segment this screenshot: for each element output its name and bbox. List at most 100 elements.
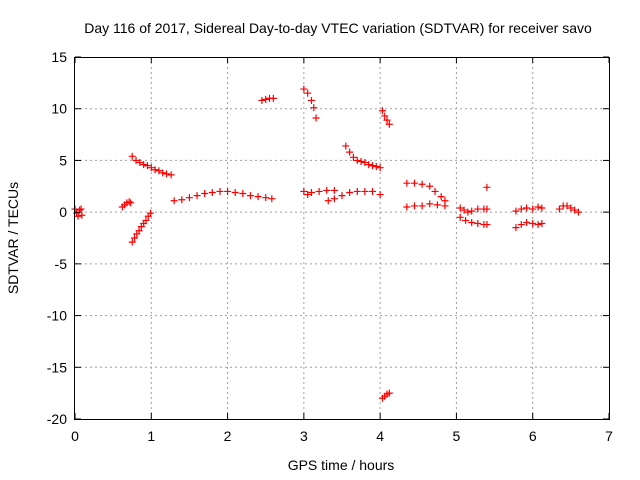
data-point: [167, 171, 175, 179]
data-point: [304, 191, 312, 199]
data-point: [346, 188, 354, 196]
data-point: [231, 188, 239, 196]
series-arc-13: [403, 179, 449, 205]
data-point: [262, 194, 270, 202]
data-point: [323, 186, 331, 194]
data-point: [304, 89, 312, 97]
data-point: [353, 187, 361, 195]
data-point: [483, 221, 491, 229]
series-arc-12: [378, 389, 393, 402]
x-tick-label: 1: [147, 428, 155, 444]
data-point: [571, 206, 579, 214]
data-point: [376, 164, 384, 172]
data-point: [239, 190, 247, 198]
data-point: [372, 163, 380, 171]
data-point: [132, 156, 140, 164]
data-point: [268, 195, 276, 203]
data-point: [426, 182, 434, 190]
data-point: [441, 202, 449, 210]
data-point: [529, 205, 537, 213]
data-point: [346, 148, 354, 156]
data-point: [208, 188, 216, 196]
series-arc-11: [378, 107, 393, 128]
data-point: [170, 197, 178, 205]
data-point: [410, 179, 418, 187]
data-point: [512, 224, 520, 232]
data-point: [254, 193, 262, 201]
data-point: [342, 142, 350, 150]
data-point: [468, 207, 476, 215]
data-point: [159, 169, 167, 177]
data-point: [142, 216, 150, 224]
y-tick-label: 10: [51, 101, 67, 117]
x-tick-label: 7: [605, 428, 613, 444]
y-tick-label: -15: [47, 359, 67, 375]
data-point: [418, 180, 426, 188]
series-arc-07: [300, 85, 320, 122]
data-point: [147, 164, 155, 172]
data-point: [135, 227, 143, 235]
data-point: [538, 220, 546, 228]
series-arc-16: [456, 213, 491, 229]
data-point: [523, 218, 531, 226]
x-tick-label: 5: [453, 428, 461, 444]
data-point: [523, 204, 531, 212]
data-point: [216, 187, 224, 195]
series-arc-06: [258, 94, 277, 104]
data-point: [512, 207, 520, 215]
data-point: [77, 205, 85, 213]
series-arc-15: [456, 204, 491, 216]
data-point: [262, 95, 270, 103]
data-point: [517, 205, 525, 213]
axis-ticks: -20 -15 -10 -5 0 5 10 15 0 1 2 3 4 5 6 7: [47, 49, 613, 444]
data-point: [574, 208, 582, 216]
series-arc-02: [118, 198, 135, 211]
data-point: [312, 114, 320, 122]
data-point: [300, 187, 308, 195]
data-point: [147, 209, 155, 217]
y-tick-label: 0: [59, 204, 67, 220]
data-point: [324, 197, 332, 205]
data-point: [369, 187, 377, 195]
data-point: [349, 153, 357, 161]
data-point: [483, 183, 491, 191]
x-tick-label: 6: [529, 428, 537, 444]
data-point: [178, 196, 186, 204]
y-tick-label: -20: [47, 411, 67, 427]
data-point: [357, 157, 365, 165]
series-arc-04: [128, 152, 175, 179]
series-arc-08: [300, 186, 338, 199]
series-arc-17: [483, 183, 491, 191]
data-point: [136, 158, 144, 166]
data-point: [437, 193, 445, 201]
grid: [75, 57, 609, 419]
data-point: [563, 202, 571, 210]
data-point: [361, 158, 369, 166]
data-point: [128, 238, 136, 246]
series-arc-01: [71, 205, 86, 220]
data-point: [224, 187, 232, 195]
data-point: [140, 161, 148, 169]
series-arc-05: [170, 187, 276, 205]
series-arc-19: [512, 218, 546, 232]
data-point: [361, 187, 369, 195]
data-point: [315, 187, 323, 195]
data-point: [155, 167, 163, 175]
data-point: [474, 205, 482, 213]
data-point: [462, 216, 470, 224]
data-point: [131, 234, 139, 242]
data-point: [330, 186, 338, 194]
data-point: [246, 192, 254, 200]
y-tick-label: -5: [55, 256, 68, 272]
data-point: [201, 190, 209, 198]
x-tick-label: 2: [224, 428, 232, 444]
series-arc-14: [403, 200, 449, 211]
y-tick-label: 5: [59, 152, 67, 168]
data-point: [369, 162, 377, 170]
data-point: [151, 166, 159, 174]
data-point: [307, 96, 315, 104]
data-point: [307, 188, 315, 196]
data-point: [376, 191, 384, 199]
series-arc-09: [324, 187, 384, 205]
series-arc-03: [128, 209, 155, 246]
